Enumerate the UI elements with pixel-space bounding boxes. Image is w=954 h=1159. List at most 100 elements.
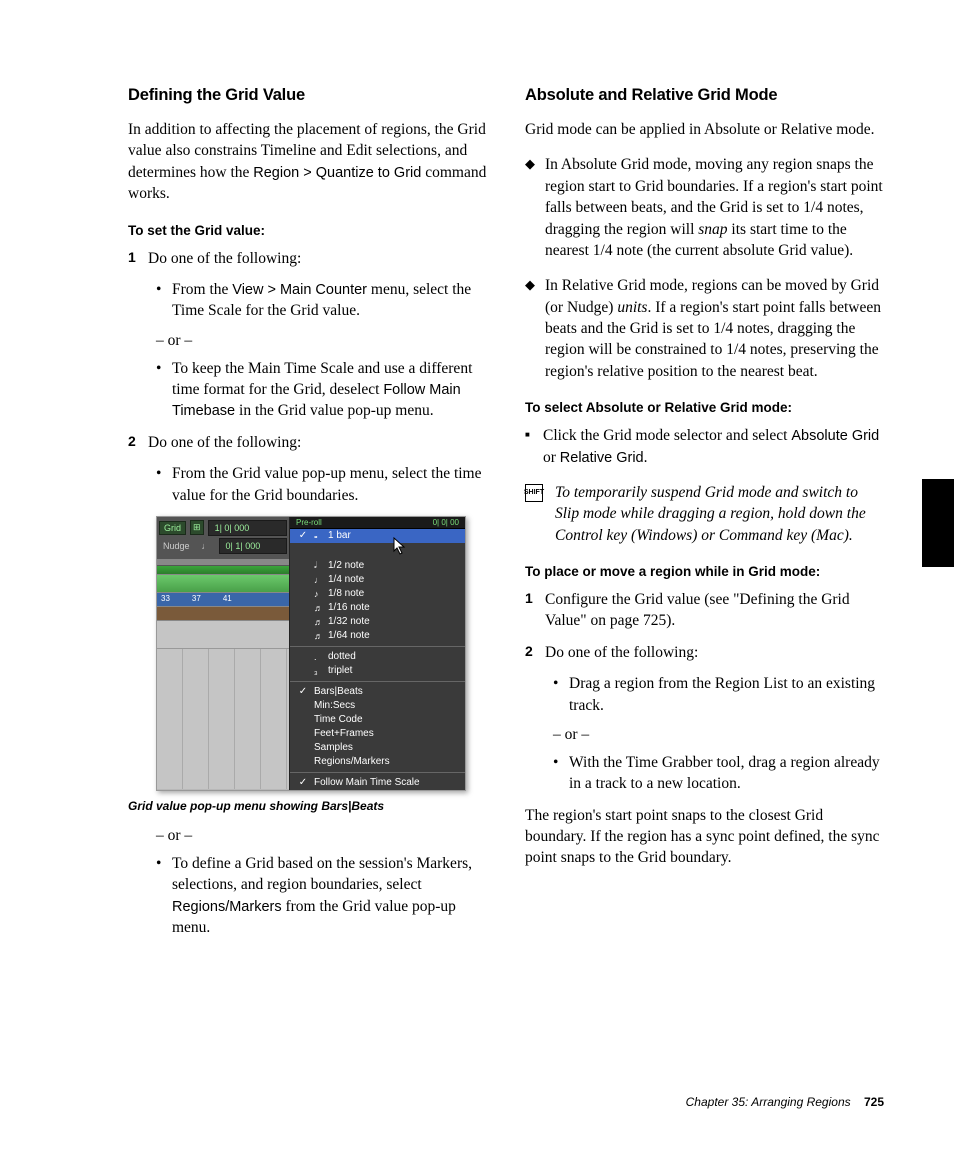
menu-item-label: dotted <box>328 651 356 662</box>
bullet-dot: • <box>553 752 561 795</box>
page-number: 725 <box>864 1095 884 1109</box>
italic-text: units <box>617 299 647 316</box>
bullet-dot: • <box>156 279 164 322</box>
menu-item-label: Time Code <box>314 714 363 725</box>
tip-callout: SHIFT To temporarily suspend Grid mode a… <box>525 482 884 546</box>
menu-item-label: 1/2 note <box>328 560 364 571</box>
paragraph: Grid mode can be applied in Absolute or … <box>525 119 884 140</box>
step-text: Do one of the following: <box>545 642 698 663</box>
check-icon: ✓ <box>298 777 308 788</box>
menu-item[interactable]: ♪ 1/8 note <box>290 587 465 601</box>
bullet-item: • From the Grid value pop-up menu, selec… <box>156 463 487 506</box>
left-column: Defining the Grid Value In addition to a… <box>128 86 487 948</box>
menu-command-text: Relative Grid <box>560 450 644 466</box>
bullet-item: • Drag a region from the Region List to … <box>553 673 884 716</box>
page-footer: Chapter 35: Arranging Regions 725 <box>686 1095 884 1109</box>
step-1: 1 Configure the Grid value (see "Definin… <box>525 589 884 632</box>
note-icon: ♩ <box>314 575 322 585</box>
menu-item[interactable]: Feet+Frames <box>290 727 465 741</box>
transport-header: Grid ⊞ 1| 0| 000 Nudge ♩ 0| 1| 000 <box>157 517 289 559</box>
preroll-display: Pre-roll0| 0| 00 <box>290 517 465 529</box>
text: With the Time Grabber tool, drag a regio… <box>569 752 884 795</box>
menu-item-label: triplet <box>328 665 352 676</box>
menu-item[interactable]: ♬1/16 note <box>290 601 465 615</box>
text: To define a Grid based on the session's … <box>172 855 472 893</box>
grid-link-icon[interactable]: ⊞ <box>190 520 204 535</box>
or-separator: – or – <box>156 827 487 845</box>
diamond-icon: ◆ <box>525 275 537 382</box>
check-icon: ✓ <box>298 686 308 697</box>
menu-item-label: 1/4 note <box>328 574 364 585</box>
note-icon: ♪ <box>314 589 322 599</box>
step-2: 2 Do one of the following: <box>525 642 884 663</box>
menu-item[interactable]: ♬ 1/64 note <box>290 629 465 643</box>
menu-item[interactable]: Samples <box>290 741 465 755</box>
page-content: Defining the Grid Value In addition to a… <box>0 0 954 988</box>
menu-item-label: Regions/Markers <box>314 756 390 767</box>
text: or <box>543 449 560 466</box>
closing-paragraph: The region's start point snaps to the cl… <box>525 805 884 869</box>
track-area: 333741 <box>157 559 289 790</box>
menu-item[interactable]: Regions/Markers <box>290 755 465 769</box>
menu-item-label: 1/64 note <box>328 630 370 641</box>
grid-mode-button[interactable]: Grid <box>159 521 186 535</box>
heading-defining-grid: Defining the Grid Value <box>128 86 487 105</box>
note-icon: ₃ <box>314 666 322 676</box>
diamond-icon: ◆ <box>525 154 537 261</box>
text: From the <box>172 281 232 298</box>
grid-menu-screenshot: Grid ⊞ 1| 0| 000 Nudge ♩ 0| 1| 000 Pre-r… <box>156 516 466 791</box>
menu-item[interactable]: ✓𝅝1 bar <box>290 529 465 543</box>
menu-command-text: Absolute Grid <box>791 428 879 444</box>
menu-item[interactable]: ✓ Follow Main Time Scale <box>290 776 465 790</box>
step-number: 1 <box>525 589 539 632</box>
diamond-item: ◆ In Relative Grid mode, regions can be … <box>525 275 884 382</box>
italic-text: snap <box>698 221 727 238</box>
square-item: ■ Click the Grid mode selector and selec… <box>525 425 884 468</box>
menu-command-text: View > Main Counter <box>232 282 367 298</box>
menu-item[interactable]: Time Code <box>290 713 465 727</box>
menu-item-label: 1/32 note <box>328 616 370 627</box>
menu-item[interactable]: 𝅗𝅥1/2 note <box>290 559 465 573</box>
step-text: Configure the Grid value (see "Defining … <box>545 589 884 632</box>
check-icon: ✓ <box>298 530 308 541</box>
grid-value-popup-menu-body[interactable]: 𝅗𝅥1/2 note ♩ 1/4 note ♪ 1/8 note ♬1/16 note ♬ 1… <box>289 559 465 790</box>
menu-command-text: Region > Quantize to Grid <box>253 165 421 181</box>
menu-item[interactable]: .dotted <box>290 650 465 664</box>
subhead-set-grid: To set the Grid value: <box>128 223 487 238</box>
step-number: 1 <box>128 248 142 269</box>
or-separator: – or – <box>156 332 487 350</box>
text: From the Grid value pop-up menu, select … <box>172 463 487 506</box>
menu-command-text: Regions/Markers <box>172 899 282 915</box>
menu-item-label: Min:Secs <box>314 700 355 711</box>
bullet-item: • From the View > Main Counter menu, sel… <box>156 279 487 322</box>
bullet-item: • To define a Grid based on the session'… <box>156 853 487 939</box>
step-2: 2 Do one of the following: <box>128 432 487 453</box>
or-separator: – or – <box>553 726 884 744</box>
menu-item[interactable]: ♩ 1/4 note <box>290 573 465 587</box>
grid-value-popup-menu[interactable]: Pre-roll0| 0| 00 ✓𝅝1 bar <box>289 517 465 559</box>
bullet-item: • With the Time Grabber tool, drag a reg… <box>553 752 884 795</box>
step-text: Do one of the following: <box>148 248 301 269</box>
step-number: 2 <box>525 642 539 663</box>
grid-value-display[interactable]: 1| 0| 000 <box>208 520 287 536</box>
menu-item-label: Follow Main Time Scale <box>314 777 420 788</box>
heading-absolute-relative: Absolute and Relative Grid Mode <box>525 86 884 105</box>
bullet-dot: • <box>156 463 164 506</box>
note-icon: ♬ <box>314 617 322 627</box>
subhead-place-region: To place or move a region while in Grid … <box>525 564 884 579</box>
menu-item[interactable]: ♬ 1/32 note <box>290 615 465 629</box>
menu-item-label: Samples <box>314 742 353 753</box>
diamond-item: ◆ In Absolute Grid mode, moving any regi… <box>525 154 884 261</box>
nudge-value-display[interactable]: 0| 1| 000 <box>219 538 287 554</box>
step-1: 1 Do one of the following: <box>128 248 487 269</box>
tip-text: To temporarily suspend Grid mode and swi… <box>555 482 884 546</box>
menu-item[interactable]: ₃ triplet <box>290 664 465 678</box>
menu-item[interactable]: Min:Secs <box>290 699 465 713</box>
menu-item[interactable]: ✓Bars|Beats <box>290 685 465 699</box>
step-text: Do one of the following: <box>148 432 301 453</box>
step-number: 2 <box>128 432 142 453</box>
bullet-dot: • <box>156 358 164 422</box>
menu-item-label: Feet+Frames <box>314 728 374 739</box>
menu-item-label: 1/8 note <box>328 588 364 599</box>
note-icon: ♬ <box>314 631 322 641</box>
